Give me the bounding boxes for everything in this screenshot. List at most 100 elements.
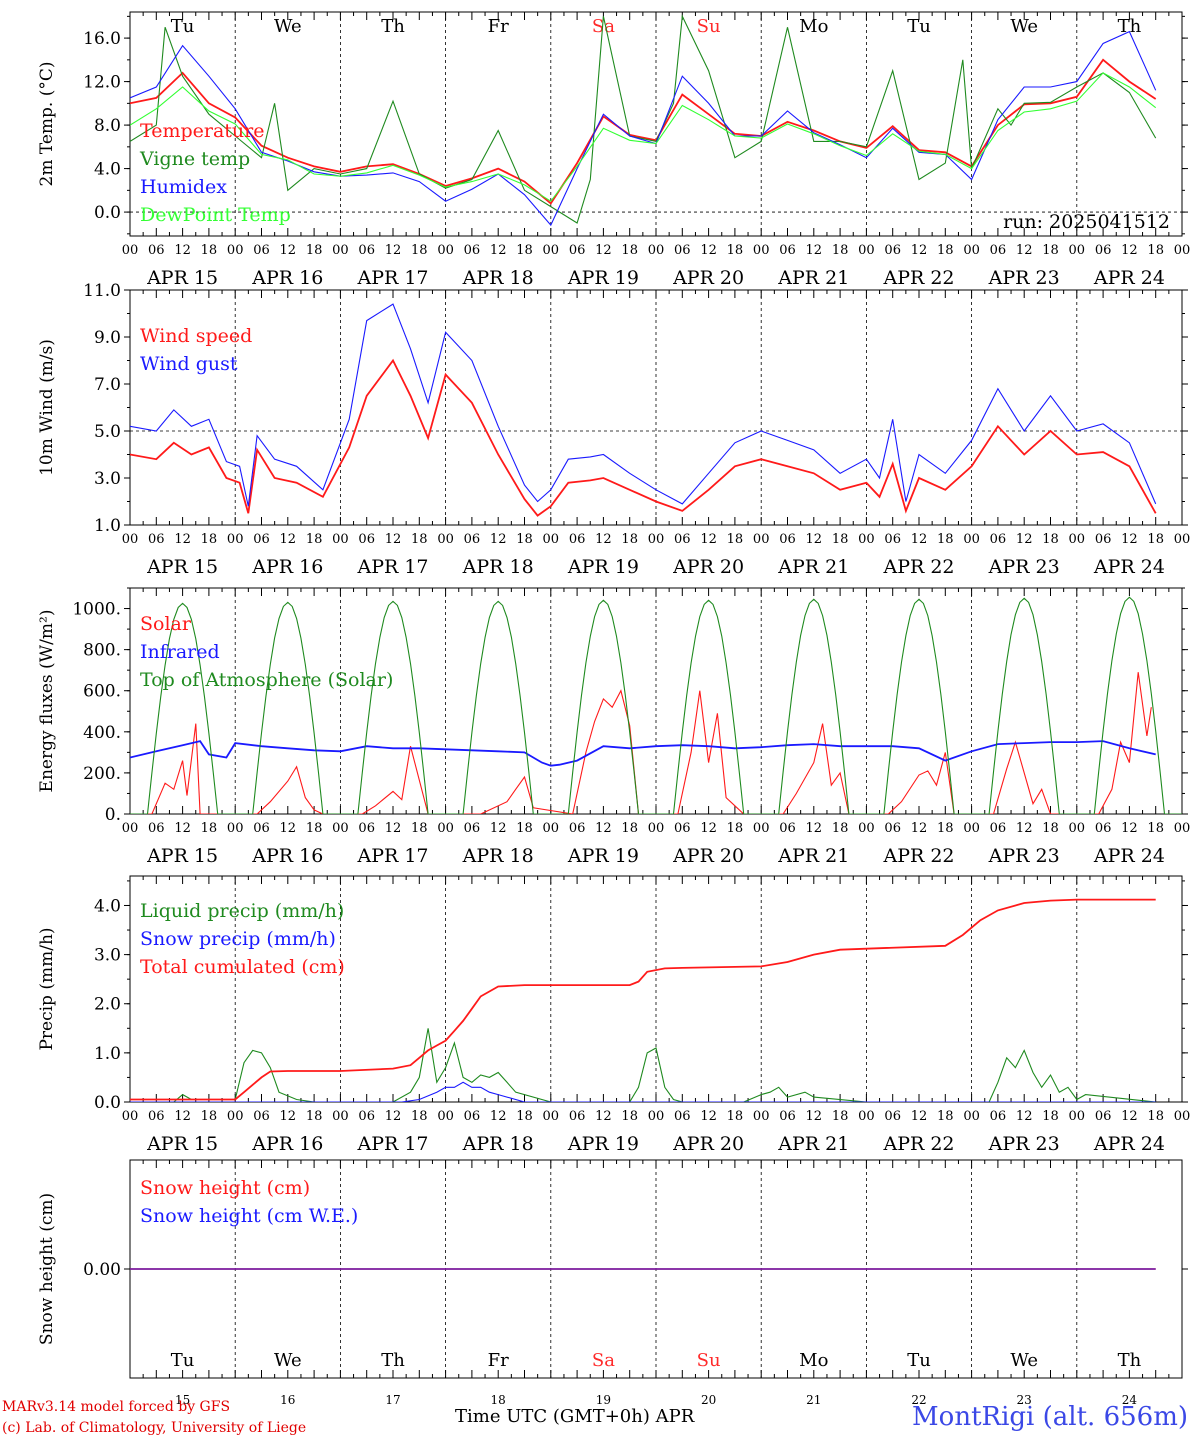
y-tick-label: 0.00 [83, 1260, 121, 1280]
hour-tick-label: 18 [411, 1109, 428, 1124]
hour-tick-label: 18 [832, 532, 849, 547]
hour-tick-label: 18 [1147, 532, 1164, 547]
legend-entry: Humidex [140, 176, 227, 198]
hour-tick-label: 06 [148, 1109, 165, 1124]
date-label: APR 17 [356, 1133, 428, 1155]
hour-tick-label: 06 [884, 1109, 901, 1124]
hour-tick-label: 06 [569, 1109, 586, 1124]
hour-tick-label: 18 [306, 532, 323, 547]
y-tick-label: 11.0 [83, 281, 121, 301]
hour-tick-label: 00 [648, 532, 665, 547]
hour-tick-label: 12 [1121, 243, 1138, 258]
hour-tick-label: 12 [1016, 532, 1033, 547]
panel-frame [129, 11, 1183, 237]
date-label: APR 16 [251, 845, 323, 867]
hour-tick-label: 06 [358, 532, 375, 547]
hour-tick-label: 12 [385, 532, 402, 547]
series-vigne-temp [130, 14, 1157, 224]
hour-tick-label: 06 [674, 243, 691, 258]
legend-entry: Top of Atmosphere (Solar) [140, 669, 393, 691]
y-tick-label: 1.0 [94, 516, 121, 536]
date-label: APR 19 [567, 556, 639, 578]
hour-tick-label: 06 [569, 532, 586, 547]
legend-entry: Total cumulated (cm) [140, 956, 345, 978]
series-dewpoint-temp [130, 72, 1157, 202]
y-tick-label: 600. [83, 682, 121, 702]
date-label: APR 21 [777, 1133, 849, 1155]
weekday-label: Tu [907, 16, 931, 37]
hour-tick-label: 00 [753, 1109, 770, 1124]
hour-tick-label: 18 [1147, 821, 1164, 836]
y-tick-label: 1000. [72, 600, 121, 620]
hour-tick-label: 00 [963, 1109, 980, 1124]
hour-tick-label: 18 [306, 821, 323, 836]
hour-tick-label: 06 [358, 821, 375, 836]
date-label: APR 22 [882, 267, 954, 289]
weekday-label: Sa [592, 1350, 615, 1371]
hour-tick-label: 00 [648, 821, 665, 836]
hour-tick-label: 12 [385, 1109, 402, 1124]
hour-tick-label: 06 [569, 243, 586, 258]
hour-tick-label: 00 [1174, 821, 1191, 836]
series-solar [130, 672, 1152, 814]
legend-entry: Liquid precip (mm/h) [140, 900, 344, 922]
hour-tick-label: 12 [595, 821, 612, 836]
day-number-label: 23 [1017, 1393, 1032, 1407]
panel-3: 0. 200. 400. 600. 800. 1000. Energy fluxes (W/… [37, 587, 1191, 867]
series-total-cumulated-cm- [130, 898, 1156, 1101]
hour-tick-label: 18 [727, 243, 744, 258]
hour-tick-label: 00 [648, 1109, 665, 1124]
day-number-label: 17 [385, 1393, 400, 1407]
hour-tick-label: 06 [148, 243, 165, 258]
hour-tick-label: 18 [201, 532, 218, 547]
date-label: APR 23 [988, 1133, 1060, 1155]
series-wind-speed [130, 358, 1157, 517]
day-number-label: 15 [175, 1393, 190, 1407]
hour-tick-label: 12 [595, 532, 612, 547]
y-tick-label: 0. [105, 805, 121, 825]
hour-tick-label: 12 [280, 243, 297, 258]
day-number-label: 19 [596, 1393, 611, 1407]
hour-tick-label: 00 [543, 532, 560, 547]
hour-tick-label: 12 [806, 1109, 823, 1124]
date-label: APR 18 [462, 556, 534, 578]
y-tick-label: 400. [83, 723, 121, 743]
legend-entry: Snow height (cm) [140, 1177, 310, 1199]
hour-tick-label: 12 [280, 532, 297, 547]
legend-entry: Snow precip (mm/h) [140, 928, 336, 950]
day-number-label: 18 [491, 1393, 506, 1407]
panel-4: 0.0 1.0 2.0 3.0 4.0 Precip (mm/h) 00 06 12 18 00 06… [37, 875, 1190, 1155]
weekday-label: We [1010, 1350, 1038, 1371]
hour-tick-label: 12 [700, 243, 717, 258]
legend-entry: DewPoint Temp [140, 204, 291, 226]
hour-tick-label: 18 [1042, 1109, 1059, 1124]
weekday-label: Mo [799, 1350, 828, 1371]
hour-tick-label: 00 [227, 243, 244, 258]
hour-tick-label: 12 [1016, 1109, 1033, 1124]
hour-tick-label: 18 [201, 821, 218, 836]
date-label: APR 24 [1093, 845, 1165, 867]
hour-tick-label: 18 [516, 821, 533, 836]
hour-tick-label: 00 [1069, 821, 1086, 836]
hour-tick-label: 00 [858, 532, 875, 547]
hour-tick-label: 00 [753, 243, 770, 258]
day-number-label: 21 [806, 1393, 821, 1407]
legend-entry: Wind speed [140, 325, 252, 347]
hour-tick-label: 06 [990, 821, 1007, 836]
date-label: APR 15 [146, 556, 218, 578]
date-label: APR 22 [882, 556, 954, 578]
y-axis-title: Snow height (cm) [37, 1193, 57, 1345]
hour-tick-label: 06 [779, 243, 796, 258]
legend-entry: Snow height (cm W.E.) [140, 1205, 358, 1227]
hour-tick-label: 00 [437, 532, 454, 547]
time-axis-label: Time UTC (GMT+0h) APR [455, 1406, 694, 1427]
hour-tick-label: 00 [858, 243, 875, 258]
weekday-label: We [1010, 16, 1038, 37]
date-label: APR 17 [356, 845, 428, 867]
hour-tick-label: 06 [884, 532, 901, 547]
y-axis-title: 2m Temp. (°C) [37, 61, 57, 186]
hour-tick-label: 18 [621, 1109, 638, 1124]
hour-tick-label: 12 [490, 243, 507, 258]
date-label: APR 22 [882, 845, 954, 867]
hour-tick-label: 00 [227, 821, 244, 836]
